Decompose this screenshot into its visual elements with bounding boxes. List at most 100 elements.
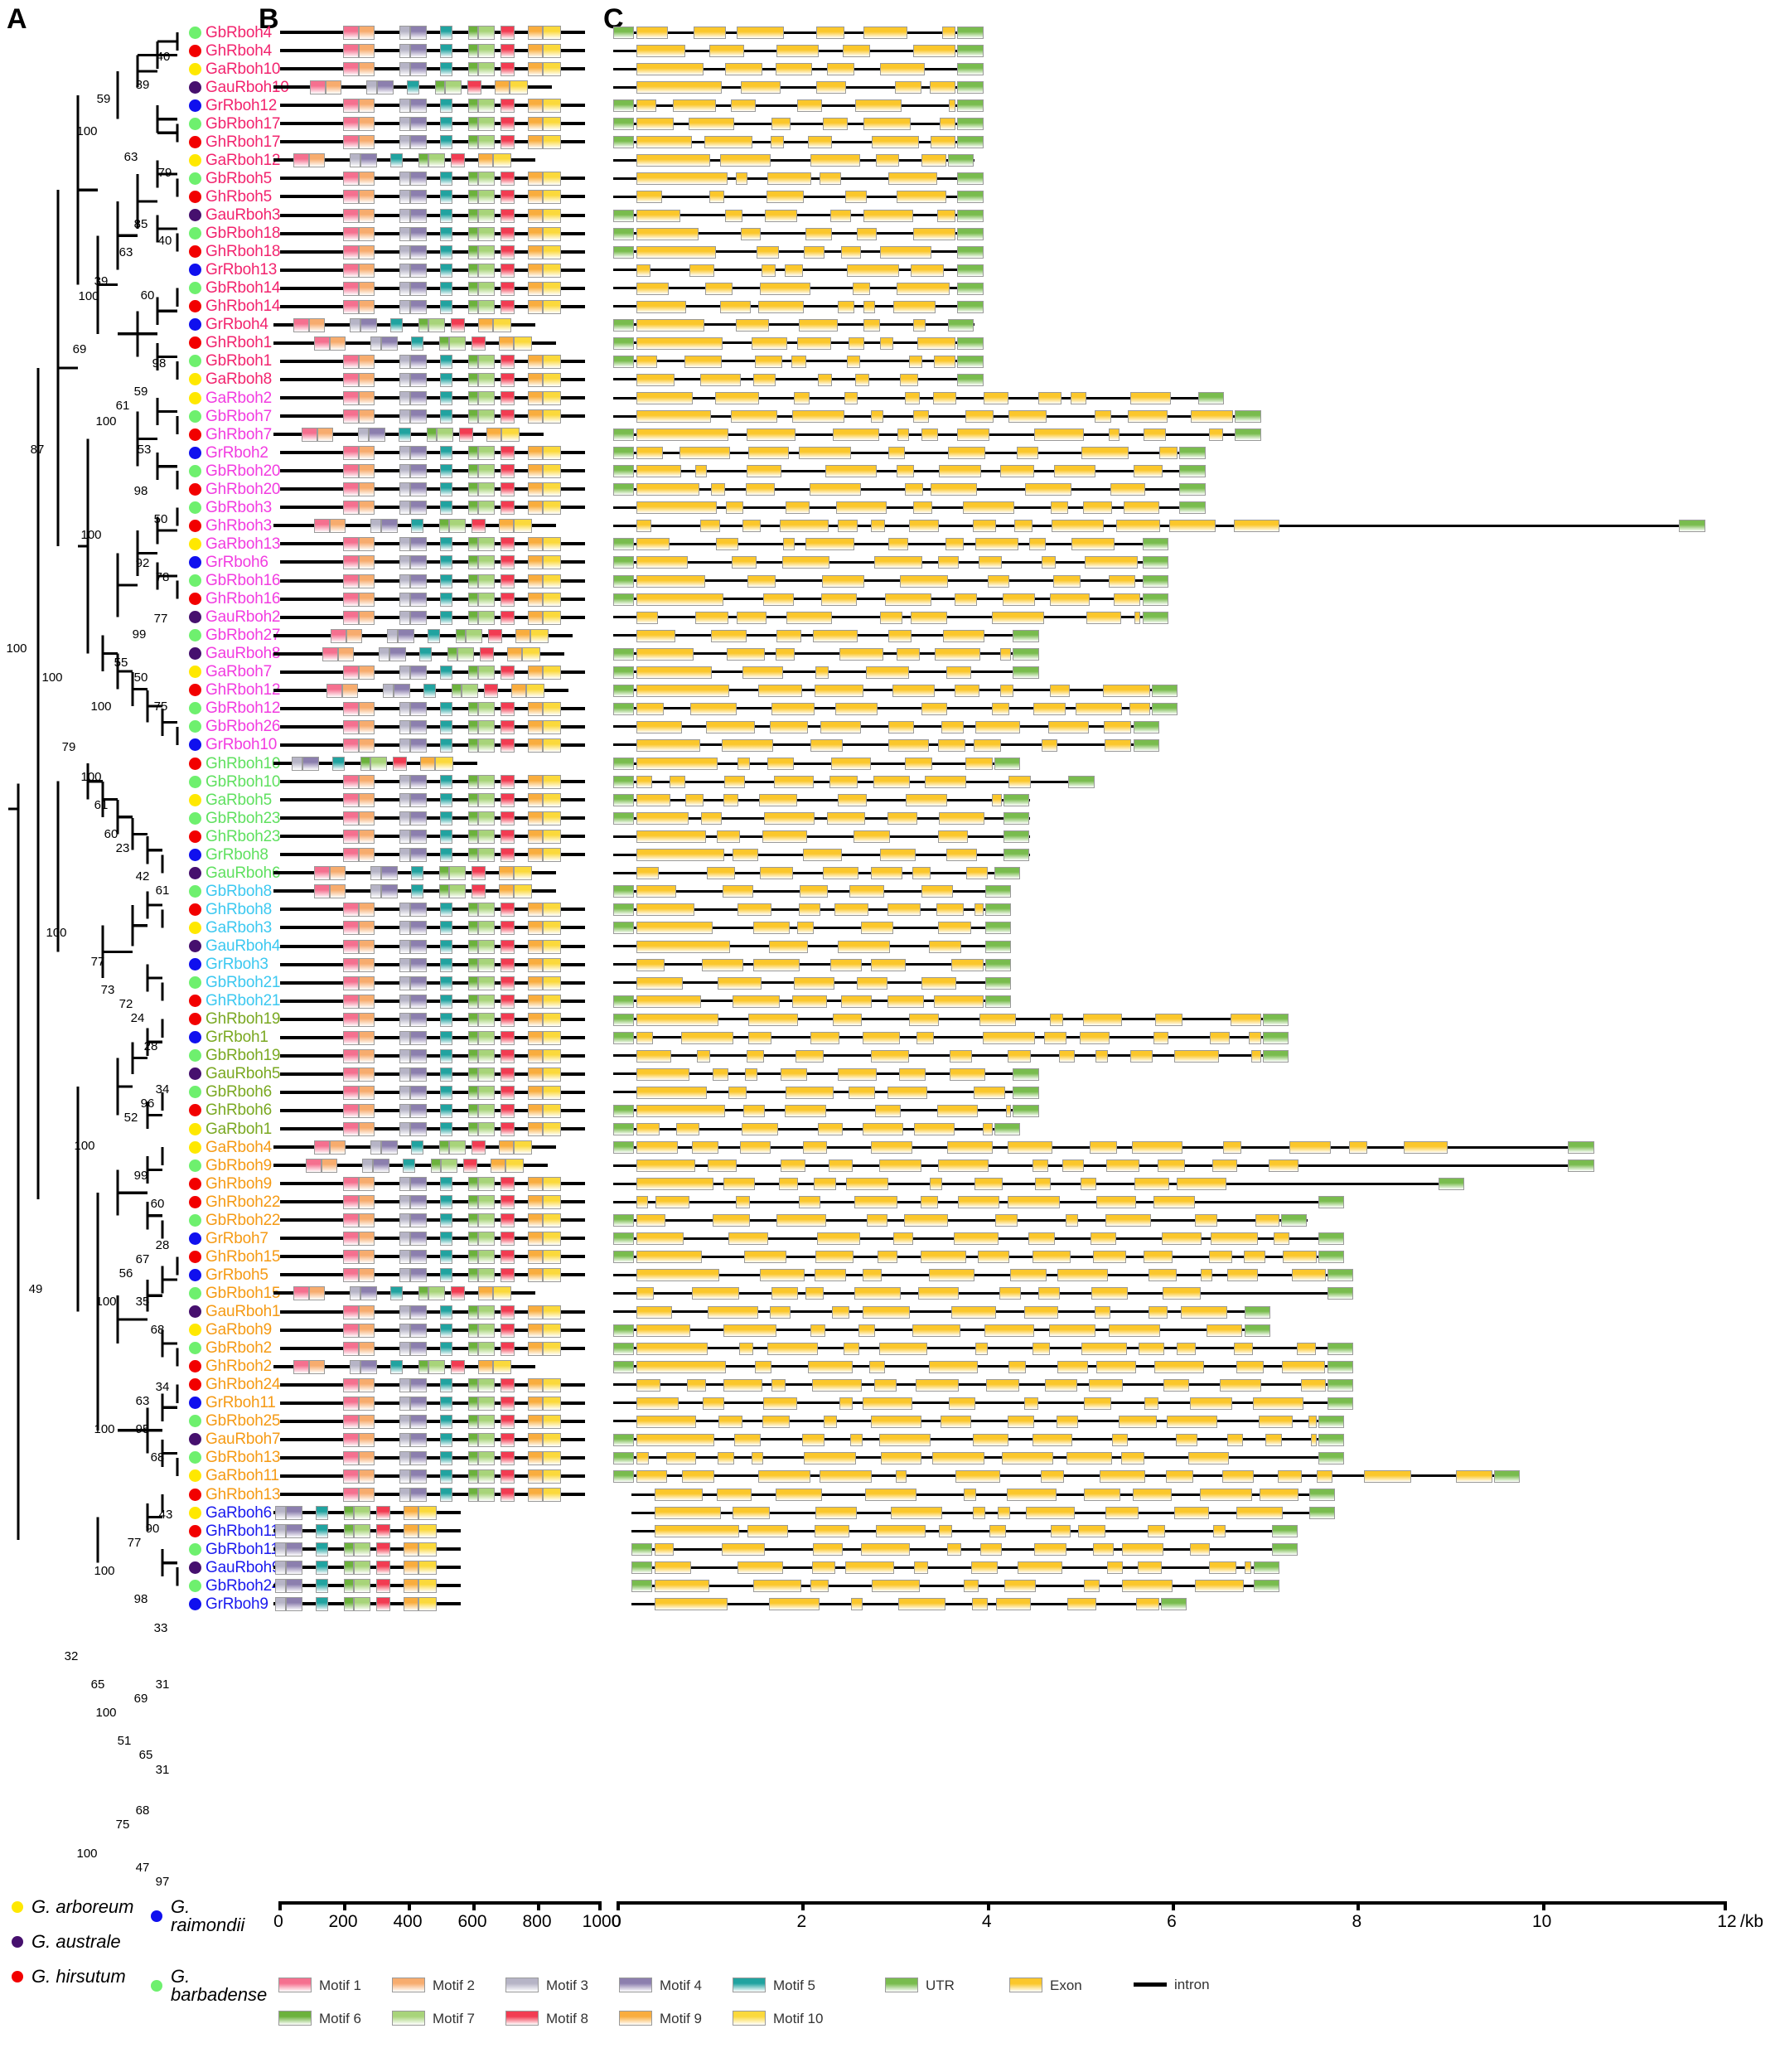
- gene-name-label: GauRboh7: [206, 1431, 281, 1449]
- exon-box: [932, 392, 956, 404]
- exon-box: [955, 593, 977, 606]
- motif-row: [273, 937, 602, 956]
- protein-backbone-line: [279, 304, 586, 308]
- tree-tip: GhRboh3: [189, 516, 272, 535]
- bootstrap-value: 33: [153, 1620, 168, 1635]
- utr-box: [613, 227, 634, 240]
- exon-box: [745, 1067, 757, 1081]
- species-dot-icon: [189, 1433, 201, 1446]
- motif-box: [527, 1414, 544, 1429]
- exon-box: [1025, 483, 1072, 496]
- gene-name-label: GauRboh4: [206, 937, 281, 955]
- exon-box: [792, 995, 828, 1008]
- exon-box: [878, 1433, 931, 1446]
- motif-box: [409, 537, 427, 552]
- exon-box: [1025, 1507, 1075, 1520]
- tree-tip: GrRboh13: [189, 261, 277, 279]
- motif-box: [527, 1067, 544, 1082]
- motif-box: [477, 665, 496, 680]
- motif-box: [358, 135, 375, 150]
- species-dot-icon: [189, 355, 201, 368]
- motif-box: [439, 391, 453, 405]
- exon-box: [1079, 1031, 1110, 1044]
- species-dot-icon: [189, 647, 201, 661]
- exon-box: [975, 538, 1018, 551]
- exon-box: [1076, 702, 1123, 715]
- gene-name-label: GrRboh2: [206, 443, 268, 462]
- exon-box: [850, 1433, 863, 1446]
- motif-row: [273, 1376, 602, 1394]
- motif-row: [273, 41, 602, 60]
- intron-line: [613, 945, 1012, 947]
- species-legend-item: G. arboreum: [12, 1898, 134, 1916]
- protein-backbone-line: [279, 597, 586, 601]
- motif-row: [273, 1047, 602, 1065]
- motif-box: [498, 1140, 515, 1155]
- protein-backbone-line: [279, 743, 586, 747]
- motif-box: [343, 555, 359, 570]
- axis-tick: [1172, 1901, 1175, 1910]
- motif-box: [543, 775, 561, 790]
- motif-box: [343, 263, 359, 278]
- exon-box: [636, 501, 718, 515]
- gene-name-label: GbRboh25: [206, 1412, 281, 1431]
- exon-box: [767, 1342, 819, 1355]
- utr-box: [613, 209, 634, 222]
- bootstrap-value: 55: [114, 655, 128, 670]
- axis-tick-label: 10: [1531, 1912, 1552, 1931]
- exon-box: [1236, 1360, 1264, 1373]
- protein-backbone-line: [279, 451, 586, 455]
- exon-box: [636, 538, 670, 551]
- species-dot-icon: [189, 282, 201, 295]
- exon-box: [1348, 1141, 1367, 1155]
- exon-box: [1052, 574, 1081, 588]
- gene-name-label: GhRboh13: [206, 1485, 281, 1503]
- motif-box: [468, 903, 478, 917]
- motif-box: [543, 391, 561, 405]
- exon-box: [863, 27, 907, 39]
- exon-box: [682, 1469, 715, 1483]
- gene-name-label: GaRboh12: [206, 151, 281, 169]
- gene-name-label: GhRboh12: [206, 681, 281, 700]
- motif-box: [358, 1067, 375, 1082]
- tree-tip: GbRboh24: [189, 1576, 281, 1595]
- motif-box: [501, 372, 515, 387]
- gene-structure-row: [613, 169, 1765, 187]
- motif-box: [343, 830, 359, 845]
- motif-box: [439, 263, 453, 278]
- motif-box: [543, 226, 561, 241]
- bootstrap-value: 42: [135, 869, 150, 884]
- motif-box: [501, 793, 515, 808]
- motif-legend-item: Motif 10: [733, 2011, 823, 2026]
- motif-box: [285, 1561, 302, 1576]
- motif-box: [477, 153, 494, 168]
- bootstrap-value: 79: [157, 165, 172, 180]
- motif-box: [468, 1195, 478, 1210]
- motif-box: [448, 519, 467, 534]
- exon-box: [1057, 1269, 1108, 1282]
- exon-box: [758, 1469, 811, 1483]
- tree-tip: GbRboh11: [189, 1540, 279, 1558]
- motif-box: [358, 1195, 375, 1210]
- exon-box: [1083, 1397, 1111, 1410]
- exon-box: [715, 538, 739, 551]
- exon-box: [810, 154, 860, 167]
- exon-box: [1033, 702, 1066, 715]
- protein-backbone-line: [273, 633, 573, 637]
- motif-box: [527, 501, 544, 516]
- motif-box: [501, 44, 515, 59]
- species-dot-icon: [189, 884, 201, 898]
- exon-box: [929, 1360, 979, 1373]
- motif-row: [273, 681, 602, 700]
- motif-box: [399, 1048, 410, 1063]
- motif-box: [493, 317, 511, 332]
- panel-letter-b: B: [259, 3, 279, 35]
- exon-box: [1071, 538, 1115, 551]
- exon-box: [936, 903, 964, 917]
- utr-box: [957, 264, 984, 277]
- gene-structure-row: [613, 187, 1765, 206]
- motif-box: [376, 1506, 390, 1521]
- exon-box: [636, 1067, 689, 1081]
- protein-backbone-line: [279, 579, 586, 583]
- motif-box: [514, 519, 532, 534]
